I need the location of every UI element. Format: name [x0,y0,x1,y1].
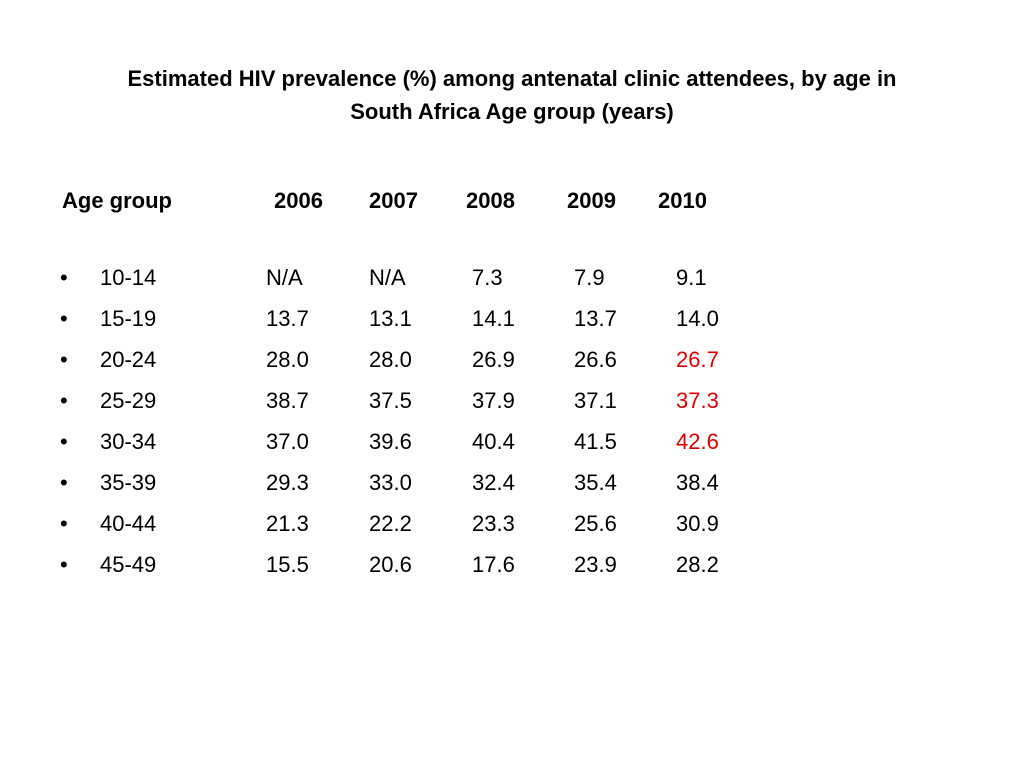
table-row: • 35-39 29.3 33.0 32.4 35.4 38.4 [0,466,1024,507]
title-line-1: Estimated HIV prevalence (%) among anten… [127,66,897,91]
value-2010: 38.4 [676,470,719,495]
value-2010: 14.0 [676,306,719,331]
value-2006: N/A [266,265,303,290]
age-group-cell: 40-44 [100,511,157,536]
value-2006: 38.7 [266,388,309,413]
table-row: • 40-44 21.3 22.2 23.3 25.6 30.9 [0,507,1024,548]
value-2006: 21.3 [266,511,309,536]
value-2007: 13.1 [369,306,412,331]
value-2006: 15.5 [266,552,309,577]
age-group-cell: 20-24 [100,347,157,372]
value-2006: 29.3 [266,470,309,495]
age-group-cell: 15-19 [100,306,157,331]
age-group-cell: 30-34 [100,429,157,454]
age-group-cell: 10-14 [100,265,157,290]
header-age-group: Age group [62,188,172,213]
value-2006: 28.0 [266,347,309,372]
value-2008: 32.4 [472,470,515,495]
header-year-2007: 2007 [369,188,418,213]
value-2009: 35.4 [574,470,617,495]
age-group-cell: 35-39 [100,470,157,495]
value-2010-highlighted: 42.6 [676,429,719,454]
table-row: • 45-49 15.5 20.6 17.6 23.9 28.2 [0,548,1024,589]
bullet: • [60,265,68,290]
bullet: • [60,388,68,413]
value-2010-highlighted: 26.7 [676,347,719,372]
bullet: • [60,429,68,454]
value-2009: 37.1 [574,388,617,413]
value-2009: 26.6 [574,347,617,372]
age-group-cell: 25-29 [100,388,157,413]
table-row: • 20-24 28.0 28.0 26.9 26.6 26.7 [0,343,1024,384]
header-year-2009: 2009 [567,188,616,213]
table-header: Age group 2006 2007 2008 2009 2010 [0,184,1024,218]
value-2009: 25.6 [574,511,617,536]
bullet: • [60,470,68,495]
value-2010: 9.1 [676,265,707,290]
value-2010-highlighted: 37.3 [676,388,719,413]
slide-title: Estimated HIV prevalence (%) among anten… [40,62,984,128]
value-2007: N/A [369,265,406,290]
header-year-2008: 2008 [466,188,515,213]
value-2006: 37.0 [266,429,309,454]
value-2007: 28.0 [369,347,412,372]
value-2010: 28.2 [676,552,719,577]
table-row: • 10-14 N/A N/A 7.3 7.9 9.1 [0,261,1024,302]
value-2009: 23.9 [574,552,617,577]
value-2007: 22.2 [369,511,412,536]
value-2006: 13.7 [266,306,309,331]
value-2008: 14.1 [472,306,515,331]
value-2008: 40.4 [472,429,515,454]
bullet: • [60,511,68,536]
value-2007: 39.6 [369,429,412,454]
value-2007: 37.5 [369,388,412,413]
bullet: • [60,347,68,372]
table-row: • 25-29 38.7 37.5 37.9 37.1 37.3 [0,384,1024,425]
header-year-2010: 2010 [658,188,707,213]
value-2008: 23.3 [472,511,515,536]
value-2007: 20.6 [369,552,412,577]
value-2008: 26.9 [472,347,515,372]
value-2008: 7.3 [472,265,503,290]
value-2009: 7.9 [574,265,605,290]
table-row: • 15-19 13.7 13.1 14.1 13.7 14.0 [0,302,1024,343]
table-row: • 30-34 37.0 39.6 40.4 41.5 42.6 [0,425,1024,466]
value-2008: 37.9 [472,388,515,413]
header-year-2006: 2006 [274,188,323,213]
table-body: • 10-14 N/A N/A 7.3 7.9 9.1 • 15-19 13.7… [0,261,1024,589]
age-group-cell: 45-49 [100,552,157,577]
value-2008: 17.6 [472,552,515,577]
bullet: • [60,552,68,577]
title-line-2: South Africa Age group (years) [350,99,674,124]
value-2009: 41.5 [574,429,617,454]
bullet: • [60,306,68,331]
value-2010: 30.9 [676,511,719,536]
value-2009: 13.7 [574,306,617,331]
value-2007: 33.0 [369,470,412,495]
